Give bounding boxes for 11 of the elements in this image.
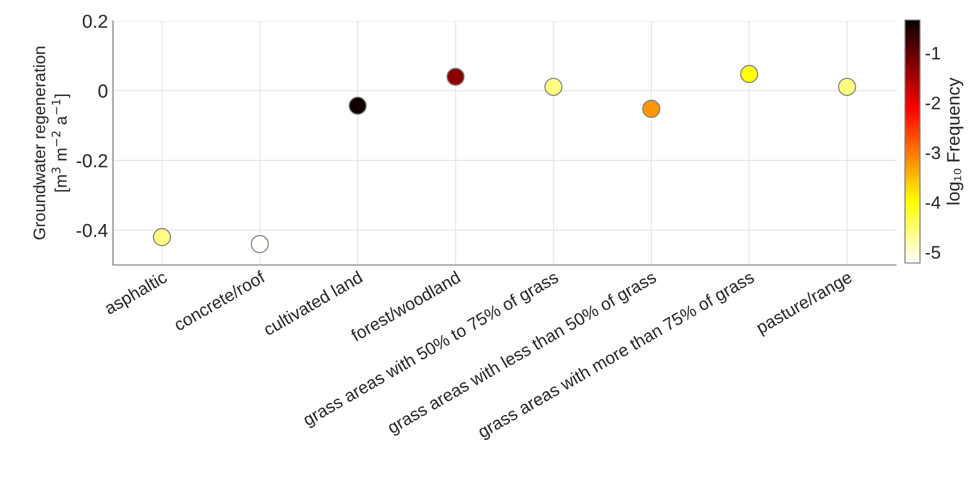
color-bar-label: -3: [926, 146, 940, 160]
y-tick-label: 0: [98, 84, 108, 98]
color-bar-label: -4: [926, 196, 940, 209]
y-tick-label: -0.2: [76, 154, 108, 168]
y-axis-title: Groundwater regeneration [m$^{3}$ m$^{−2}$ a$^{−1}$]: [33, 46, 70, 240]
color-bar-label: -2: [926, 96, 940, 110]
y-tick-label: -0.4: [76, 224, 108, 238]
y-tick-label: 0.2: [82, 14, 108, 28]
color-bar-label: -5: [926, 246, 940, 259]
color-bar-title: log₁₀ Frequency: [946, 78, 964, 204]
color-bar-label: -1: [926, 46, 940, 60]
